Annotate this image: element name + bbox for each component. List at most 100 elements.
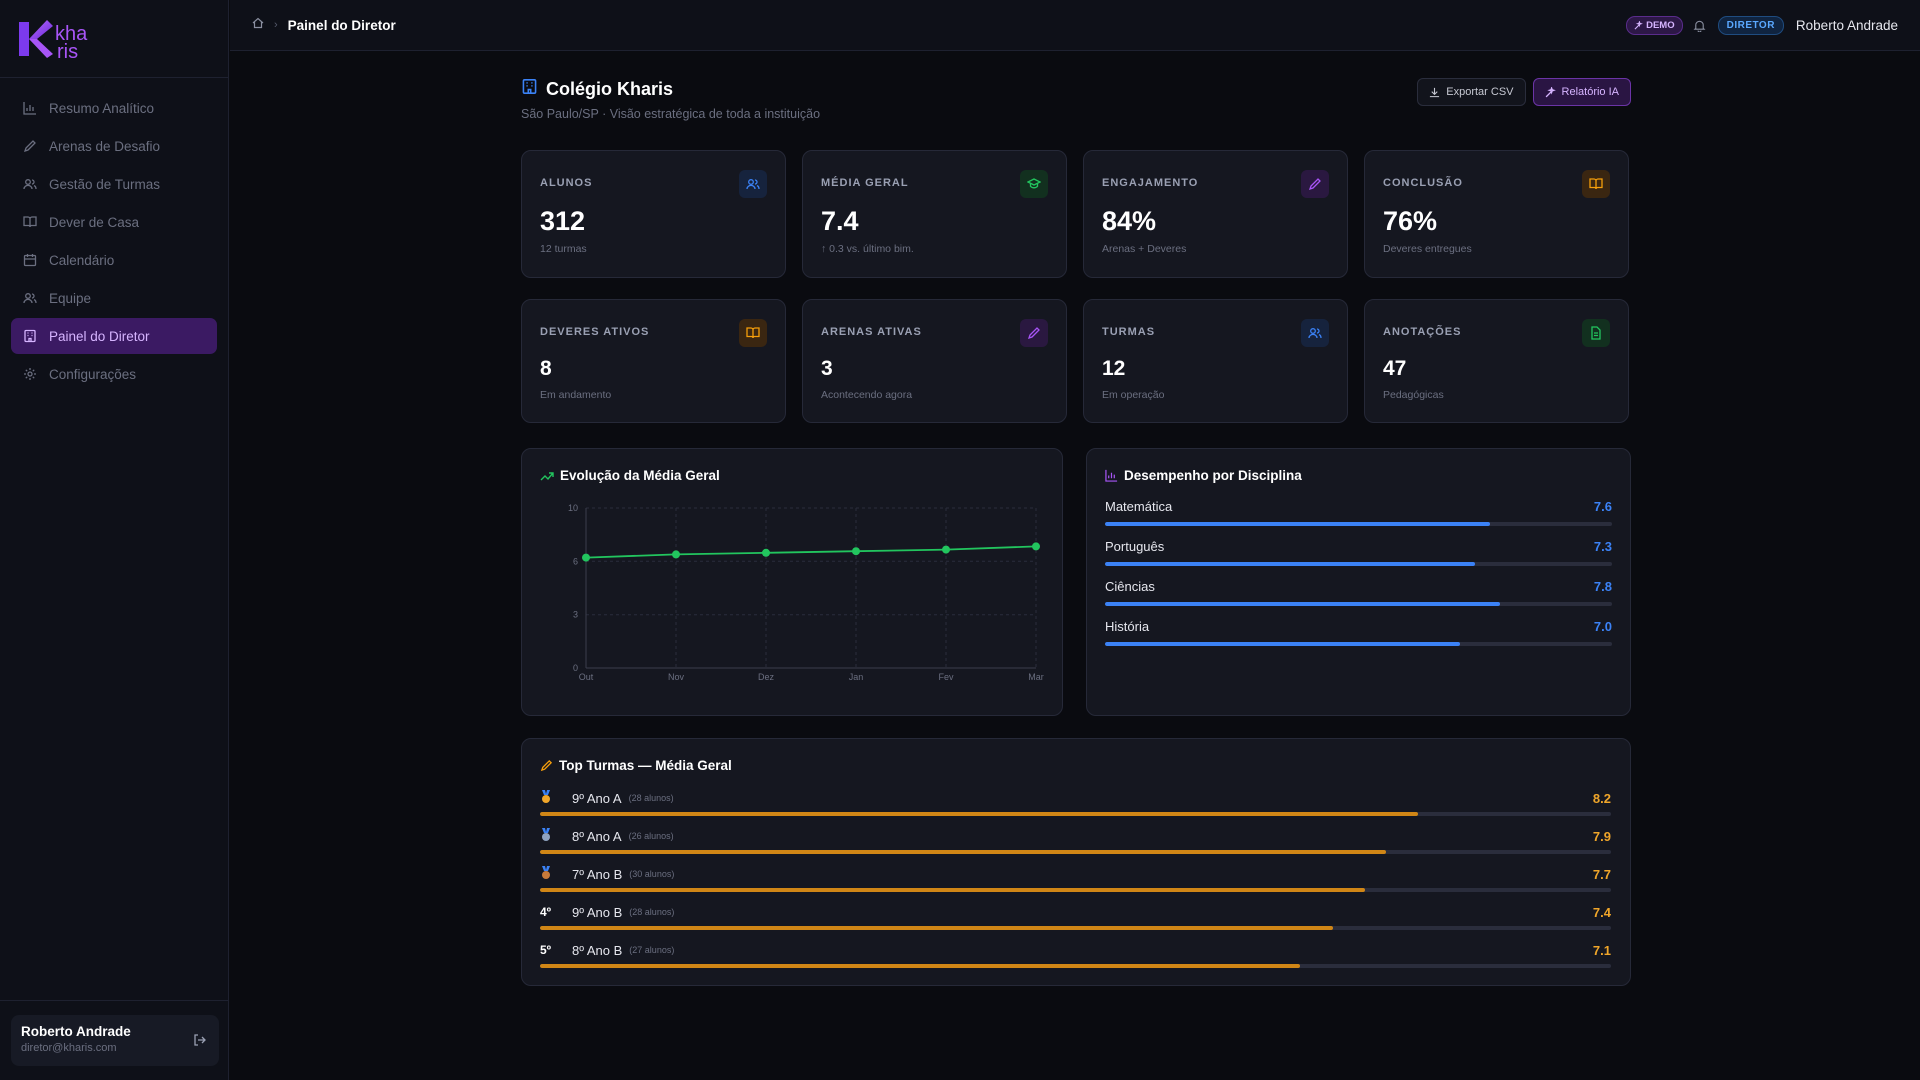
top-class-row: 8º Ano A (26 alunos) 7.9 [540, 827, 1611, 854]
book-icon [1582, 170, 1610, 198]
role-badge: DIRETOR [1717, 15, 1784, 35]
kpi-label: MÉDIA GERAL [821, 177, 909, 189]
discipline-bar-track [1105, 642, 1612, 646]
kpi-subtitle: Deveres entregues [1383, 243, 1472, 255]
discipline-score: 7.0 [1593, 619, 1612, 634]
discipline-bar-fill [1105, 562, 1476, 566]
sidebar-item-dever-de-casa[interactable]: Dever de Casa [11, 204, 217, 240]
logout-icon[interactable] [193, 1033, 207, 1052]
sidebar: kha ris Resumo Analítico Arenas de Desaf… [0, 0, 229, 1080]
y-tick-label: 10 [568, 503, 578, 513]
class-bar-track [540, 812, 1611, 816]
kpi-label: CONCLUSÃO [1383, 177, 1463, 189]
class-bar-track [540, 888, 1611, 892]
class-bar-track [540, 850, 1611, 854]
kpi-value: 3 [821, 357, 833, 380]
kpi-row-primary: ALUNOS 312 12 turmas MÉDIA GERAL 7.4 ↑ 0… [521, 150, 1631, 278]
book-icon [739, 319, 767, 347]
discipline-score: 7.3 [1593, 539, 1612, 554]
sidebar-item-equipe[interactable]: Equipe [11, 280, 217, 316]
kpi-label: ARENAS ATIVAS [821, 326, 922, 338]
class-name: 8º Ano B [572, 942, 623, 958]
x-tick-label: Mar [1028, 672, 1044, 682]
kpi-label: TURMAS [1102, 326, 1156, 338]
medal-icon [540, 827, 572, 845]
kpi-subtitle: Acontecendo agora [821, 389, 913, 401]
sidebar-item-calendario[interactable]: Calendário [11, 242, 217, 278]
sidebar-item-resumo-analitico[interactable]: Resumo Analítico [11, 90, 217, 126]
export-csv-button[interactable]: Exportar CSV [1417, 78, 1526, 106]
users-icon [23, 177, 37, 191]
class-bar-fill [540, 888, 1365, 892]
bar-chart-icon [23, 101, 37, 115]
sidebar-item-configuracoes[interactable]: Configurações [11, 356, 217, 392]
kpi-subtitle: Arenas + Deveres [1102, 243, 1187, 255]
sidebar-item-painel-do-diretor[interactable]: Painel do Diretor [11, 318, 217, 354]
sidebar-nav: Resumo Analítico Arenas de Desafio Gestã… [0, 78, 228, 392]
kpi-label: ALUNOS [540, 177, 593, 189]
sidebar-user-name: Roberto Andrade [21, 1024, 131, 1039]
discipline-row: Matemática 7.6 [1105, 499, 1612, 526]
kpi-label: ANOTAÇÕES [1383, 326, 1462, 338]
data-point [762, 548, 770, 557]
x-tick-label: Fev [938, 672, 954, 682]
gear-icon [23, 367, 37, 381]
discipline-row: História 7.0 [1105, 619, 1612, 646]
class-average: 7.7 [1592, 866, 1611, 882]
rank-label: 5º [540, 943, 552, 957]
sidebar-item-label: Arenas de Desafio [49, 138, 161, 154]
kpi-card-media-geral: MÉDIA GERAL 7.4 ↑ 0.3 vs. último bim. [802, 150, 1067, 278]
kpi-subtitle: Em operação [1102, 389, 1165, 401]
class-average: 7.1 [1592, 942, 1611, 958]
pencil-icon [1020, 319, 1048, 347]
x-tick-label: Jan [849, 672, 864, 682]
sidebar-item-label: Gestão de Turmas [49, 176, 161, 192]
y-tick-label: 0 [573, 663, 578, 673]
data-point [852, 547, 860, 556]
top-classes-list: 9º Ano A (28 alunos) 8.2 8º Ano A (26 aluno… [540, 789, 1611, 980]
sidebar-item-label: Dever de Casa [49, 214, 140, 230]
page-header: Colégio Kharis São Paulo/SP · Visão estr… [521, 78, 1631, 150]
download-icon [1430, 87, 1440, 97]
kpi-value: 12 [1102, 357, 1126, 380]
discipline-panel-title: Desempenho por Disciplina [1105, 468, 1302, 483]
class-student-count: (26 alunos) [628, 831, 674, 841]
home-icon[interactable] [252, 16, 264, 34]
sidebar-item-label: Calendário [49, 252, 115, 268]
kpi-subtitle: Em andamento [540, 389, 612, 401]
users-icon [739, 170, 767, 198]
discipline-name: História [1105, 619, 1150, 634]
discipline-bar-fill [1105, 642, 1460, 646]
kpi-value: 312 [540, 206, 586, 236]
discipline-bar-fill [1105, 522, 1491, 526]
demo-badge: DEMO [1626, 15, 1683, 35]
kpi-subtitle: 12 turmas [540, 243, 587, 255]
y-tick-label: 6 [573, 556, 578, 566]
kpi-value: 8 [540, 357, 552, 380]
ai-report-button[interactable]: Relatório IA [1532, 78, 1631, 106]
kharis-logo[interactable]: kha ris [0, 0, 228, 78]
kpi-card-conclusao: CONCLUSÃO 76% Deveres entregues [1364, 150, 1629, 278]
evolution-chart-panel: Evolução da Média Geral 10 6 3 0 Out Nov Dez Ja… [521, 448, 1063, 716]
kpi-card-anotacoes: ANOTAÇÕES 47 Pedagógicas [1364, 299, 1629, 423]
sidebar-item-gestao-de-turmas[interactable]: Gestão de Turmas [11, 166, 217, 202]
kpi-label: ENGAJAMENTO [1102, 177, 1199, 189]
sidebar-item-label: Configurações [49, 366, 137, 382]
bell-icon[interactable] [1693, 19, 1706, 32]
pencil-icon [540, 759, 553, 772]
y-tick-label: 3 [573, 610, 578, 620]
sidebar-item-arenas-de-desafio[interactable]: Arenas de Desafio [11, 128, 217, 164]
sidebar-item-label: Painel do Diretor [49, 328, 150, 344]
discipline-row: Português 7.3 [1105, 539, 1612, 566]
discipline-performance-panel: Desempenho por Disciplina Matemática 7.6 … [1086, 448, 1631, 716]
top-header: › Painel do Diretor DEMO DIRETOR Roberto… [230, 0, 1920, 51]
class-bar-fill [540, 964, 1301, 968]
kpi-value: 76% [1383, 206, 1438, 236]
header-user-name[interactable]: Roberto Andrade [1795, 17, 1898, 33]
class-name: 8º Ano A [572, 828, 622, 844]
building-icon [23, 329, 37, 343]
kpi-card-deveres-ativos: DEVERES ATIVOS 8 Em andamento [521, 299, 786, 423]
evolution-chart-title: Evolução da Média Geral [540, 468, 720, 483]
team-icon [23, 291, 37, 305]
